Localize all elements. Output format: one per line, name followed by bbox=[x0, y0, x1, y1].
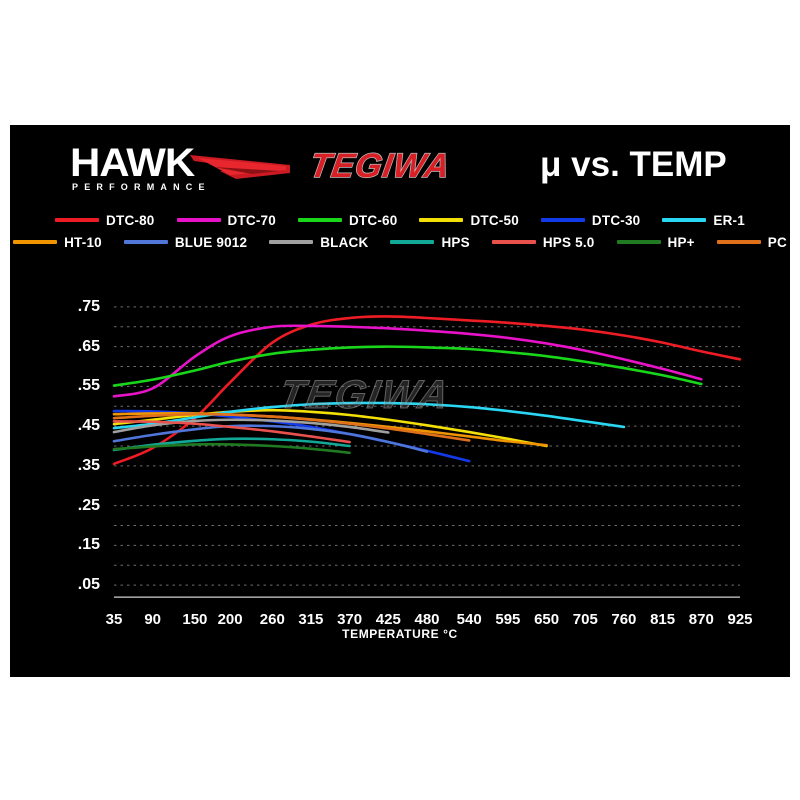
legend-item-black[interactable]: BLACK bbox=[269, 235, 368, 250]
y-tick-label: .05 bbox=[77, 576, 100, 594]
x-tick-label: 540 bbox=[456, 611, 482, 628]
legend-swatch-icon bbox=[716, 240, 761, 244]
legend-swatch-icon bbox=[123, 240, 168, 244]
x-axis-title: TEMPERATURE °C bbox=[342, 627, 458, 641]
legend-item-er-1[interactable]: ER-1 bbox=[662, 213, 745, 228]
x-tick-label: 480 bbox=[414, 611, 440, 628]
legend-swatch-icon bbox=[616, 240, 661, 244]
legend-label: DTC-30 bbox=[591, 212, 641, 228]
x-tick-label: 200 bbox=[217, 611, 243, 628]
chart-panel: HAWK PERFORMANCE TEGIWA μ vs. TEMP DTC-8… bbox=[10, 125, 790, 677]
legend-label: HPS 5.0 bbox=[542, 234, 595, 250]
legend-item-dtc-30[interactable]: DTC-30 bbox=[540, 212, 641, 228]
curve-group bbox=[112, 315, 742, 466]
legend-swatch-icon bbox=[419, 218, 464, 222]
x-tick-label: 35 bbox=[105, 611, 123, 628]
legend-swatch-icon bbox=[662, 218, 707, 222]
chart-legend: DTC-80 DTC-70 DTC-60 DTC-50 DTC-30 ER-1 HT-10… bbox=[10, 209, 790, 253]
hawk-swoosh-icon bbox=[190, 155, 290, 179]
curve-blue-9012 bbox=[112, 424, 429, 453]
legend-label: BLUE 9012 bbox=[174, 234, 248, 250]
legend-item-ht-10[interactable]: HT-10 bbox=[13, 235, 102, 250]
y-tick-label: .65 bbox=[77, 337, 100, 355]
x-tick-label: 925 bbox=[727, 611, 753, 628]
curve-black bbox=[112, 418, 390, 434]
legend-item-dtc-70[interactable]: DTC-70 bbox=[176, 212, 276, 228]
legend-swatch-icon bbox=[540, 218, 585, 222]
legend-item-dtc-80[interactable]: DTC-80 bbox=[55, 213, 154, 228]
legend-label: HP+ bbox=[667, 234, 695, 250]
y-tick-label: .35 bbox=[77, 456, 100, 474]
y-tick-label: .45 bbox=[77, 417, 100, 435]
legend-label: BLACK bbox=[320, 234, 369, 250]
x-tick-label: 315 bbox=[298, 611, 324, 628]
curve-dtc-70 bbox=[112, 324, 703, 398]
x-tick-label: 760 bbox=[611, 611, 637, 628]
x-tick-label: 260 bbox=[259, 611, 285, 628]
tegiwa-logo: TEGIWA bbox=[306, 146, 454, 186]
hawk-wordmark: HAWK bbox=[70, 141, 195, 185]
legend-label: PC bbox=[767, 234, 787, 250]
legend-item-dtc-50[interactable]: DTC-50 bbox=[419, 212, 519, 228]
hawk-performance-logo: HAWK PERFORMANCE bbox=[70, 141, 290, 193]
x-tick-label: 705 bbox=[572, 611, 598, 628]
curve-hp- bbox=[112, 442, 351, 455]
plot-svg bbox=[112, 306, 742, 598]
curve-dtc-60 bbox=[112, 345, 703, 387]
x-tick-label: 425 bbox=[375, 611, 401, 628]
chart-title: μ vs. TEMP bbox=[540, 145, 727, 184]
legend-label: DTC-50 bbox=[470, 212, 519, 228]
legend-item-dtc-60[interactable]: DTC-60 bbox=[297, 212, 398, 228]
legend-label: DTC-70 bbox=[227, 212, 276, 228]
x-tick-label: 870 bbox=[688, 611, 714, 628]
x-tick-label: 90 bbox=[144, 611, 162, 628]
legend-swatch-icon bbox=[491, 240, 536, 244]
curve-dtc-80 bbox=[112, 315, 742, 466]
legend-item-hps[interactable]: HPS bbox=[390, 234, 470, 250]
legend-row-2: HT-10 BLUE 9012 BLACK HPS HPS 5.0 HP+ PC bbox=[10, 231, 790, 253]
legend-swatch-icon bbox=[390, 240, 435, 244]
curve-hps-5-0 bbox=[112, 420, 351, 444]
legend-swatch-icon bbox=[297, 218, 342, 222]
y-tick-label: .25 bbox=[77, 496, 100, 514]
legend-label: DTC-60 bbox=[348, 212, 398, 228]
x-tick-label: 650 bbox=[534, 611, 560, 628]
curve-pc bbox=[112, 412, 471, 442]
legend-item-blue-9012[interactable]: BLUE 9012 bbox=[123, 234, 248, 250]
legend-row-1: DTC-80 DTC-70 DTC-60 DTC-50 DTC-30 ER-1 bbox=[10, 209, 790, 231]
legend-item-hps-5-0[interactable]: HPS 5.0 bbox=[491, 234, 595, 250]
curve-er-1 bbox=[112, 401, 626, 430]
curve-hps bbox=[112, 437, 351, 452]
legend-swatch-icon bbox=[176, 218, 221, 222]
legend-swatch-icon bbox=[13, 240, 58, 244]
y-tick-label: .15 bbox=[77, 536, 100, 554]
x-tick-label: 815 bbox=[650, 611, 676, 628]
x-tick-label: 595 bbox=[495, 611, 521, 628]
plot-area: TEGIWA .05.15.25.35.45.55.65.75 35 90 150 2… bbox=[10, 275, 790, 677]
legend-swatch-icon bbox=[55, 218, 100, 222]
legend-item-pc[interactable]: PC bbox=[716, 234, 787, 250]
x-tick-label: 370 bbox=[337, 611, 363, 628]
legend-label: ER-1 bbox=[713, 212, 745, 228]
legend-swatch-icon bbox=[269, 240, 314, 244]
chart-header: HAWK PERFORMANCE TEGIWA μ vs. TEMP bbox=[10, 125, 790, 205]
legend-label: DTC-80 bbox=[106, 212, 155, 228]
legend-item-hp-[interactable]: HP+ bbox=[616, 234, 695, 250]
legend-label: HT-10 bbox=[64, 234, 102, 250]
legend-label: HPS bbox=[441, 234, 470, 250]
x-tick-label: 150 bbox=[182, 611, 208, 628]
y-tick-label: .75 bbox=[77, 297, 100, 315]
hawk-tagline: PERFORMANCE bbox=[72, 182, 211, 192]
y-tick-label: .55 bbox=[77, 377, 100, 395]
